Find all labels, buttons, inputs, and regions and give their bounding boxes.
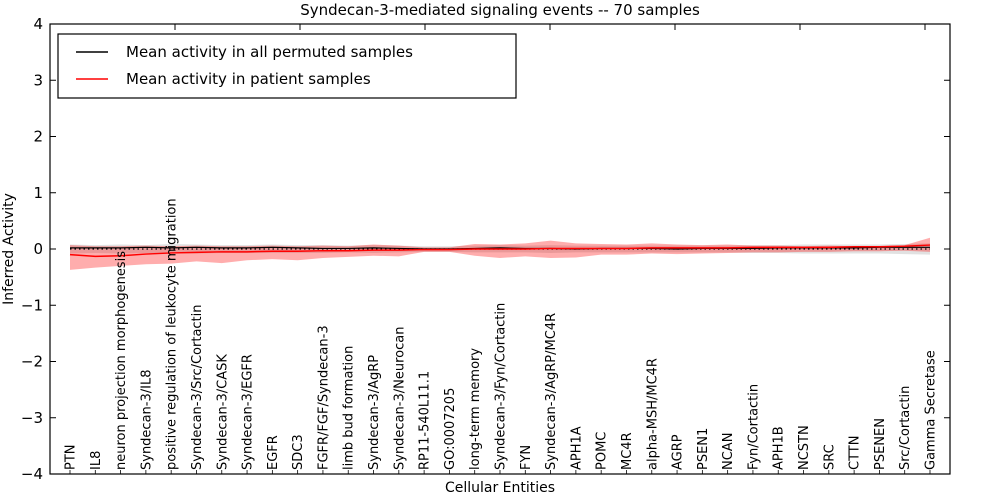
x-tick-label: Syndecan-3/Src/Cortactin bbox=[190, 304, 205, 470]
y-tick-label: 1 bbox=[33, 184, 43, 202]
x-tick-label: limb bud formation bbox=[342, 346, 357, 470]
y-tick-label: 2 bbox=[33, 128, 43, 146]
y-tick-label: 0 bbox=[33, 240, 43, 258]
y-tick-label: −4 bbox=[21, 465, 43, 483]
x-tick-label: FYN bbox=[519, 445, 534, 470]
patient-samples-std-band bbox=[70, 237, 930, 270]
x-tick-label: CTTN bbox=[848, 436, 863, 470]
legend-box bbox=[57, 33, 517, 99]
x-tick-label: APH1A bbox=[569, 426, 584, 470]
chart-title: Syndecan-3-mediated signaling events -- … bbox=[300, 1, 700, 19]
x-tick-label: Syndecan-3/AgRP/MC4R bbox=[544, 313, 559, 470]
patient-mean-line bbox=[69, 244, 931, 258]
x-tick-label: Syndecan-3/Fyn/Cortactin bbox=[494, 303, 509, 470]
x-tick-label: RP11-540L11.1 bbox=[418, 371, 433, 470]
x-tick-label: MC4R bbox=[620, 432, 635, 470]
y-tick-label: −2 bbox=[21, 353, 43, 371]
x-tick-label: PSEN1 bbox=[696, 428, 711, 470]
x-tick-label: Syndecan-3/CASK bbox=[215, 354, 230, 470]
mean-lines bbox=[69, 244, 931, 258]
x-tick-label: Syndecan-3/Neurocan bbox=[392, 327, 407, 470]
x-tick-label: EGFR bbox=[266, 435, 281, 470]
x-tick-label: alpha-MSH/MC4R bbox=[645, 358, 660, 470]
x-tick-label: Syndecan-3/AgRP bbox=[367, 355, 382, 470]
x-tick-label: AGRP bbox=[671, 434, 686, 470]
x-tick-label: Gamma Secretase bbox=[924, 350, 939, 470]
x-tick-label: Syndecan-3/EGFR bbox=[241, 354, 256, 470]
x-tick-label: APH1B bbox=[772, 426, 787, 470]
y-tick-labels: 4 3 2 1 0 −1 −2 −3 −4 bbox=[21, 15, 43, 483]
legend-label-patient: Mean activity in patient samples bbox=[126, 70, 371, 88]
legend-label-permuted: Mean activity in all permuted samples bbox=[126, 43, 413, 61]
x-tick-label: NCSTN bbox=[797, 425, 812, 470]
y-tick-label: 3 bbox=[33, 71, 43, 89]
x-tick-label: SRC bbox=[822, 444, 837, 470]
x-tick-label: positive regulation of leukocyte migrati… bbox=[165, 198, 180, 470]
x-tick-label: Fyn/Cortactin bbox=[746, 384, 761, 470]
x-tick-label: long-term memory bbox=[468, 348, 483, 470]
x-tick-label: neuron projection morphogenesis bbox=[114, 251, 129, 470]
x-tick-labels: PTN IL8 neuron projection morphogenesis Syn… bbox=[64, 198, 939, 470]
x-tick-label: Src/Cortactin bbox=[898, 386, 913, 470]
x-tick-label: Syndecan-3/IL8 bbox=[139, 370, 154, 470]
y-tick-label: −3 bbox=[21, 409, 43, 427]
x-tick-label: FGFR/FGF/Syndecan-3 bbox=[316, 325, 331, 470]
x-tick-label: NCAN bbox=[721, 433, 736, 470]
x-tick-label: SDC3 bbox=[291, 434, 306, 470]
legend: Mean activity in all permuted samples Me… bbox=[57, 33, 517, 99]
axis-ticks bbox=[50, 23, 950, 475]
x-tick-label: GO:0007205 bbox=[443, 388, 458, 470]
x-tick-label: PTN bbox=[64, 444, 79, 470]
x-tick-label: IL8 bbox=[89, 451, 104, 470]
y-tick-label: −1 bbox=[21, 296, 43, 314]
y-tick-label: 4 bbox=[33, 15, 43, 33]
y-axis-label: Inferred Activity bbox=[1, 193, 17, 305]
x-tick-label: PSENEN bbox=[873, 418, 888, 470]
x-tick-label: POMC bbox=[595, 432, 610, 470]
x-axis-label: Cellular Entities bbox=[445, 480, 555, 496]
